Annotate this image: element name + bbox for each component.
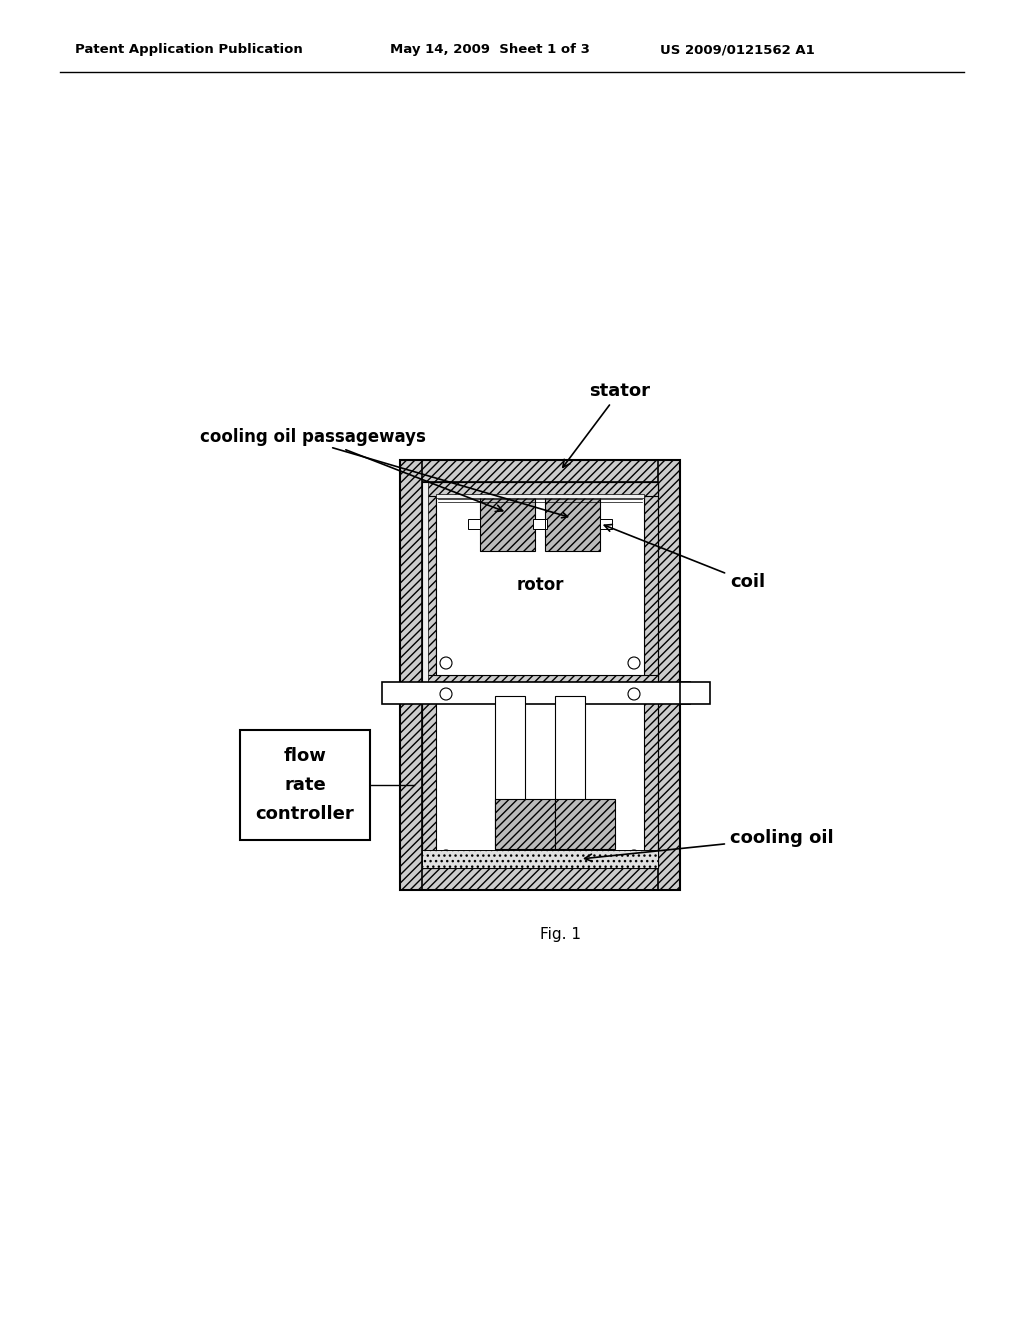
- Text: Patent Application Publication: Patent Application Publication: [75, 44, 303, 57]
- Bar: [422, 850, 658, 869]
- Bar: [495, 799, 555, 849]
- Bar: [422, 682, 436, 869]
- Bar: [545, 496, 600, 550]
- Bar: [400, 459, 422, 890]
- Text: cooling oil passageways: cooling oil passageways: [200, 428, 503, 512]
- Bar: [658, 459, 680, 890]
- Text: May 14, 2009  Sheet 1 of 3: May 14, 2009 Sheet 1 of 3: [390, 44, 590, 57]
- Text: stator: stator: [563, 381, 650, 467]
- Bar: [555, 799, 615, 849]
- Bar: [600, 519, 612, 529]
- Text: cooling oil: cooling oil: [585, 829, 834, 862]
- Bar: [436, 496, 644, 675]
- Text: rotor: rotor: [516, 577, 564, 594]
- Bar: [555, 696, 585, 854]
- Bar: [422, 482, 658, 682]
- Text: flow
rate
controller: flow rate controller: [256, 747, 354, 824]
- Bar: [436, 496, 644, 675]
- Text: Fig. 1: Fig. 1: [540, 928, 581, 942]
- Bar: [644, 682, 658, 869]
- Bar: [535, 519, 547, 529]
- Bar: [422, 482, 658, 496]
- Bar: [422, 682, 658, 869]
- Bar: [468, 519, 480, 529]
- Bar: [644, 482, 658, 682]
- Bar: [422, 482, 436, 682]
- Bar: [495, 696, 525, 854]
- Bar: [534, 519, 545, 529]
- Bar: [436, 494, 644, 498]
- Bar: [400, 869, 680, 890]
- Bar: [422, 482, 428, 682]
- Bar: [240, 730, 370, 840]
- Bar: [382, 682, 690, 704]
- Text: US 2009/0121562 A1: US 2009/0121562 A1: [660, 44, 815, 57]
- Bar: [422, 675, 658, 682]
- Bar: [400, 459, 680, 890]
- Bar: [680, 682, 710, 704]
- Text: coil: coil: [604, 524, 765, 591]
- Bar: [400, 459, 680, 482]
- Bar: [480, 496, 535, 550]
